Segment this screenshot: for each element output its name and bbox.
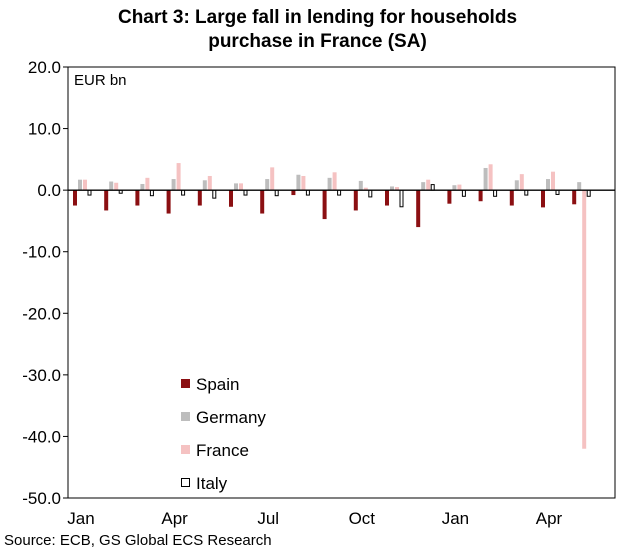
legend-label-france: France	[196, 441, 249, 460]
bar-germany-11	[421, 182, 426, 191]
x-tick-label: Oct	[349, 509, 376, 528]
bar-france-5	[239, 183, 243, 191]
y-tick-label: -50.0	[22, 489, 61, 508]
bar-france-0	[83, 179, 87, 191]
bar-germany-12	[452, 185, 457, 191]
x-tick-label: Apr	[536, 509, 563, 528]
x-tick-label: Apr	[161, 509, 188, 528]
bar-italy-2	[149, 189, 154, 197]
bar-italy-4	[212, 189, 217, 199]
bar-germany-2	[140, 183, 145, 191]
bar-france-3	[176, 163, 181, 191]
bar-germany-5	[234, 183, 238, 191]
bar-spain-11	[416, 190, 421, 228]
bar-france-15	[551, 171, 555, 191]
x-tick-label: Jul	[257, 509, 279, 528]
bar-france-9	[363, 187, 368, 191]
bar-spain-15	[541, 190, 545, 208]
bar-france-8	[332, 172, 337, 191]
plot-frame	[67, 66, 616, 499]
bar-france-16	[582, 190, 587, 449]
bar-spain-14	[509, 190, 514, 206]
y-tick-label: 0.0	[37, 181, 61, 200]
unit-label: EUR bn	[74, 72, 127, 89]
bar-spain-3	[166, 190, 171, 214]
bar-spain-7	[291, 190, 296, 196]
bar-france-10	[395, 187, 399, 191]
bar-spain-13	[478, 190, 483, 202]
legend-label-germany: Germany	[196, 408, 266, 427]
legend-swatch-germany	[181, 412, 190, 421]
chart-title: Chart 3: Large fall in lending for house…	[0, 6, 635, 54]
bar-spain-16	[572, 190, 577, 205]
legend-swatch-italy	[181, 478, 190, 487]
legend: Spain Germany France Italy	[181, 375, 266, 493]
bar-germany-16	[577, 182, 582, 191]
x-tick-label: Jan	[442, 509, 469, 528]
bar-germany-8	[327, 177, 332, 191]
bar-germany-14	[514, 180, 519, 191]
y-tick-label: -10.0	[22, 243, 61, 262]
bar-spain-2	[135, 190, 140, 206]
bar-spain-9	[353, 190, 358, 211]
bar-italy-14	[524, 189, 529, 196]
bar-italy-7	[305, 189, 310, 196]
bar-france-2	[145, 177, 150, 191]
legend-label-spain: Spain	[196, 375, 239, 394]
bar-france-1	[114, 182, 119, 191]
y-tick-label: 20.0	[28, 58, 61, 77]
bar-italy-10	[399, 189, 404, 208]
bar-germany-1	[109, 181, 114, 191]
bar-italy-12	[461, 189, 466, 197]
chart-title-line-2: purchase in France (SA)	[208, 31, 427, 52]
bar-italy-9	[368, 189, 373, 198]
bar-germany-6	[265, 179, 270, 191]
bar-italy-6	[274, 189, 279, 197]
bars	[73, 163, 591, 449]
plot-area: 20.0 10.0 0.0 -10.0 -20.0 -30.0 -40.0 -50.0 EUR …	[22, 58, 616, 528]
bar-germany-10	[390, 186, 394, 191]
bar-italy-5	[243, 189, 248, 196]
bar-italy-0	[87, 189, 92, 196]
chart-title-line-1: Chart 3: Large fall in lending for house…	[117, 7, 518, 28]
bar-germany-7	[296, 174, 301, 191]
bar-spain-5	[229, 190, 233, 207]
bar-italy-3	[181, 189, 186, 196]
bar-france-12	[457, 184, 462, 191]
legend-label-italy: Italy	[196, 474, 228, 493]
bar-germany-4	[202, 180, 207, 191]
bar-germany-9	[358, 180, 363, 191]
y-tick-label: 10.0	[28, 120, 61, 139]
bar-france-11	[426, 179, 431, 191]
bar-france-6	[270, 167, 275, 191]
bar-france-13	[488, 164, 493, 191]
bar-spain-0	[73, 190, 77, 206]
bar-france-4	[207, 175, 212, 191]
bar-germany-15	[546, 179, 550, 191]
y-tick-label: -40.0	[22, 427, 61, 446]
bar-italy-8	[337, 189, 342, 196]
y-tick-label: -30.0	[22, 366, 61, 385]
bar-germany-3	[171, 179, 176, 191]
bar-spain-1	[104, 190, 109, 211]
bar-spain-12	[447, 190, 452, 204]
legend-swatch-spain	[181, 379, 190, 388]
bar-germany-0	[78, 179, 82, 191]
bar-spain-10	[385, 190, 389, 206]
y-tick-label: -20.0	[22, 304, 61, 323]
bar-france-14	[519, 174, 524, 191]
bar-italy-16	[586, 189, 591, 197]
bar-spain-4	[197, 190, 202, 206]
bar-italy-13	[493, 189, 498, 197]
legend-swatch-france	[181, 445, 190, 454]
bar-france-7	[301, 175, 306, 191]
bar-germany-13	[483, 167, 488, 191]
bar-spain-6	[260, 190, 265, 214]
x-tick-label: Jan	[67, 509, 94, 528]
bar-italy-11	[430, 184, 435, 191]
source-note: Source: ECB, GS Global ECS Research	[4, 532, 272, 549]
bar-spain-8	[322, 190, 327, 220]
